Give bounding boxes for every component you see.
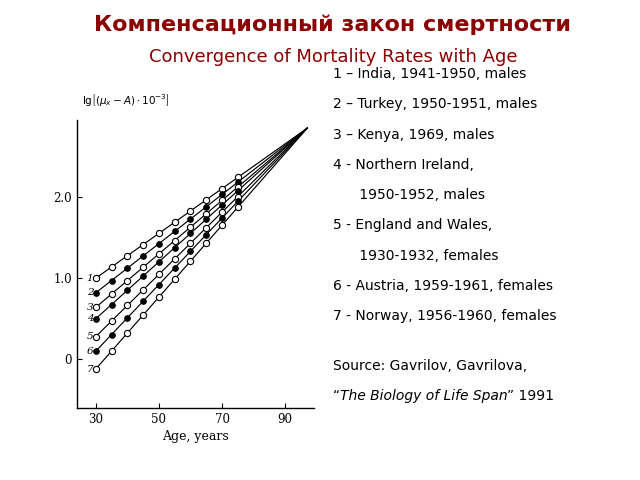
Text: Convergence of Mortality Rates with Age: Convergence of Mortality Rates with Age	[148, 48, 517, 66]
Text: 4 - Northern Ireland,: 4 - Northern Ireland,	[333, 158, 474, 172]
Text: Source: Gavrilov, Gavrilova,: Source: Gavrilov, Gavrilova,	[333, 359, 527, 372]
Text: 7 - Norway, 1956-1960, females: 7 - Norway, 1956-1960, females	[333, 309, 556, 323]
Text: 1950-1952, males: 1950-1952, males	[333, 188, 485, 202]
Text: 7: 7	[86, 364, 93, 373]
X-axis label: Age, years: Age, years	[162, 430, 228, 443]
Text: 3 – Kenya, 1969, males: 3 – Kenya, 1969, males	[333, 128, 494, 142]
Text: 1930-1932, females: 1930-1932, females	[333, 249, 499, 263]
Text: 1 – India, 1941-1950, males: 1 – India, 1941-1950, males	[333, 67, 526, 81]
Text: 5 - England and Wales,: 5 - England and Wales,	[333, 218, 492, 232]
Text: The Biology of Life Span: The Biology of Life Span	[340, 389, 508, 403]
Text: 2: 2	[86, 288, 93, 297]
Text: 6: 6	[86, 347, 93, 356]
Text: 2 – Turkey, 1950-1951, males: 2 – Turkey, 1950-1951, males	[333, 97, 537, 111]
Text: ” 1991: ” 1991	[508, 389, 554, 403]
Text: Компенсационный закон смертности: Компенсационный закон смертности	[94, 14, 572, 35]
Text: “: “	[333, 389, 340, 403]
Text: 3: 3	[86, 303, 93, 312]
Text: 4: 4	[86, 314, 93, 323]
Text: 6 - Austria, 1959-1961, females: 6 - Austria, 1959-1961, females	[333, 279, 553, 293]
Text: $\mathrm{lg}\left[(\mu_x - A)\cdot10^{-3}\right]$: $\mathrm{lg}\left[(\mu_x - A)\cdot10^{-3…	[81, 93, 170, 108]
Text: 1: 1	[86, 274, 93, 283]
Text: 5: 5	[86, 332, 93, 341]
